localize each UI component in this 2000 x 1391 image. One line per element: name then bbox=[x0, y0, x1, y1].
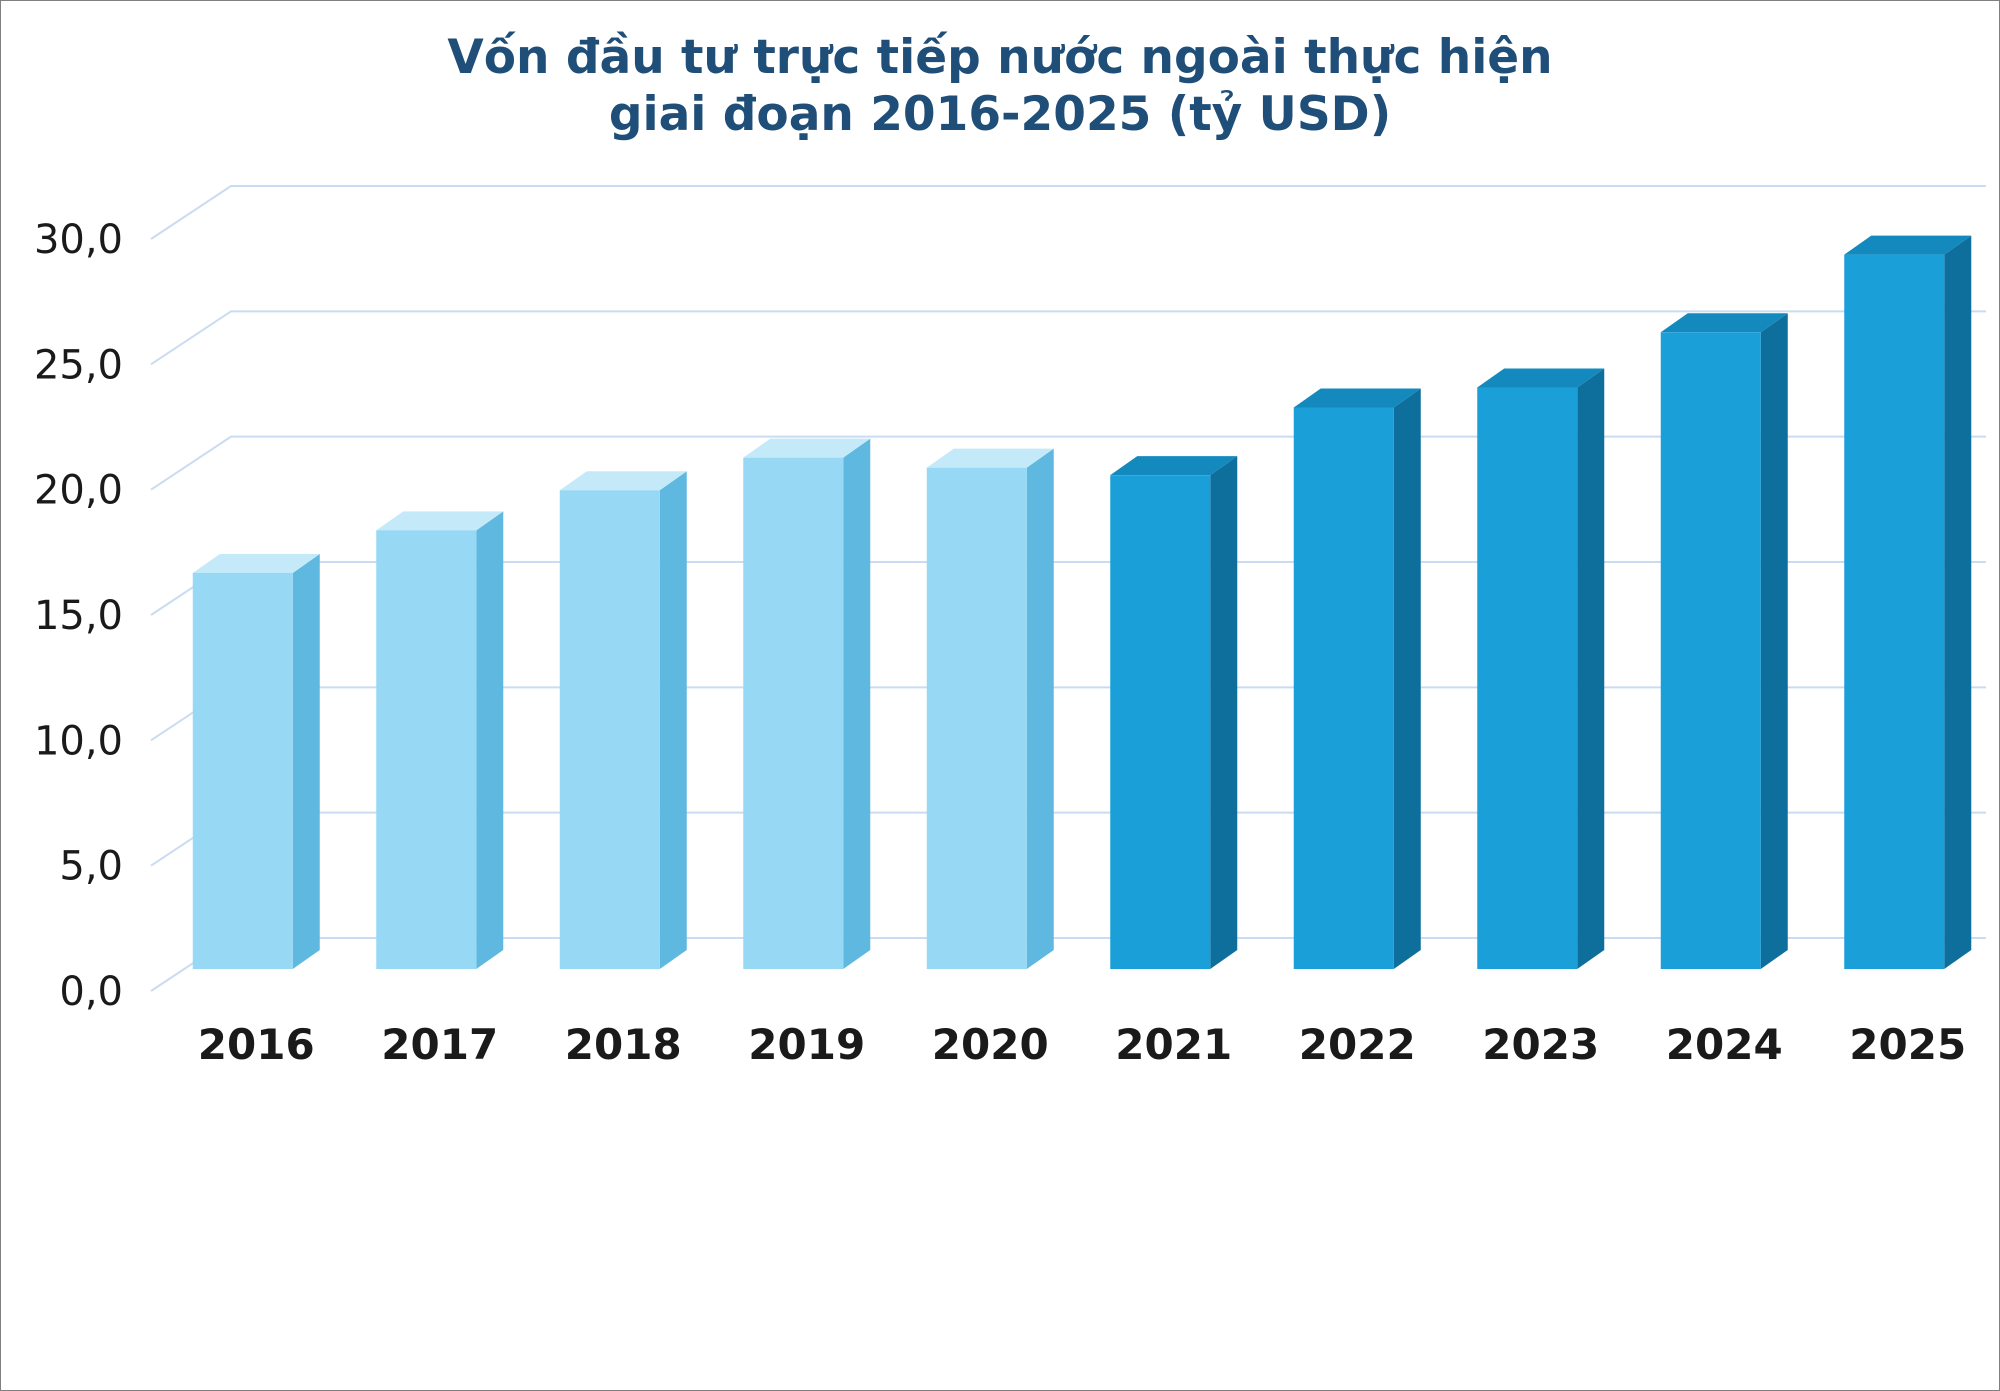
y-axis-tick-label: 0,0 bbox=[59, 969, 123, 1015]
y-axis-tick-label: 30,0 bbox=[34, 217, 123, 263]
bar-top-face bbox=[376, 511, 504, 531]
bar bbox=[1844, 254, 1945, 970]
bar bbox=[1477, 387, 1578, 969]
bar-side-face bbox=[1393, 388, 1421, 969]
bar-side-face bbox=[1944, 235, 1972, 970]
gridline bbox=[150, 185, 1986, 240]
y-axis-tick-label: 5,0 bbox=[59, 844, 123, 890]
bar-top-face bbox=[1844, 235, 1972, 255]
gridline bbox=[150, 310, 1986, 366]
bar-top-face bbox=[1660, 313, 1788, 333]
bar-top-face bbox=[192, 553, 320, 573]
x-axis-tick-label: 2019 bbox=[748, 1020, 865, 1069]
chart-title-line-1: Vốn đầu tư trực tiếp nước ngoài thực hiệ… bbox=[447, 30, 1553, 85]
bar-top-face bbox=[1293, 388, 1421, 408]
bar-side-face bbox=[292, 553, 320, 969]
chart-title: Vốn đầu tư trực tiếp nước ngoài thực hiệ… bbox=[1, 29, 1999, 144]
x-axis-tick-label: 2020 bbox=[932, 1020, 1049, 1069]
bar-top-face bbox=[559, 471, 687, 491]
bar bbox=[1660, 332, 1761, 970]
bar-side-face bbox=[659, 471, 687, 969]
y-axis-tick-label: 15,0 bbox=[34, 593, 123, 639]
y-axis-tick-label: 10,0 bbox=[34, 718, 123, 764]
bar-top-face bbox=[1477, 368, 1605, 388]
bar-top-face bbox=[926, 448, 1054, 468]
bar-side-face bbox=[1577, 368, 1605, 969]
bar-top-face bbox=[743, 438, 871, 458]
x-axis-tick-label: 2023 bbox=[1482, 1020, 1599, 1069]
x-axis-tick-label: 2025 bbox=[1849, 1020, 1966, 1069]
bar bbox=[1293, 407, 1394, 969]
bar-side-face bbox=[1210, 456, 1238, 970]
x-axis-tick-label: 2021 bbox=[1115, 1020, 1232, 1069]
bar bbox=[192, 572, 293, 969]
bar bbox=[559, 490, 660, 969]
bar-side-face bbox=[1760, 313, 1788, 970]
bar bbox=[743, 457, 844, 969]
bar-top-face bbox=[1110, 456, 1238, 476]
x-axis-tick-label: 2017 bbox=[381, 1020, 498, 1069]
x-axis-tick-label: 2024 bbox=[1666, 1020, 1783, 1069]
bar-side-face bbox=[1026, 448, 1054, 970]
bar bbox=[926, 467, 1027, 969]
bar bbox=[376, 530, 477, 969]
y-axis-tick-label: 25,0 bbox=[34, 342, 123, 388]
x-axis-tick-label: 2018 bbox=[565, 1020, 682, 1069]
chart-title-line-2: giai đoạn 2016-2025 (tỷ USD) bbox=[608, 87, 1392, 143]
x-axis-tick-label: 2016 bbox=[198, 1020, 315, 1069]
y-axis-tick-label: 20,0 bbox=[34, 468, 123, 514]
bar-side-face bbox=[843, 438, 871, 969]
bar-side-face bbox=[476, 511, 504, 969]
bar bbox=[1110, 475, 1211, 969]
x-axis-tick-label: 2022 bbox=[1299, 1020, 1416, 1069]
